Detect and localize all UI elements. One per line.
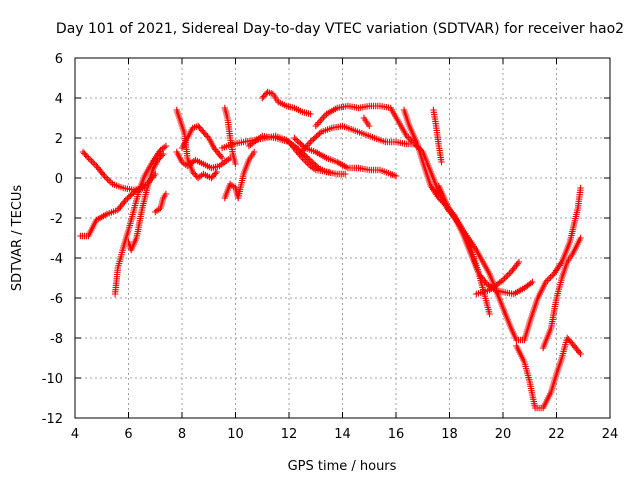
series-markers — [539, 234, 584, 352]
series-markers — [221, 104, 239, 168]
series-markers — [259, 88, 314, 118]
x-tick-label: 14 — [334, 427, 351, 442]
series-markers — [296, 122, 421, 158]
series-markers — [111, 142, 170, 298]
series-arc-21 — [473, 258, 523, 298]
y-tick-label: -8 — [50, 332, 63, 347]
series-arc-20 — [435, 182, 584, 344]
series-markers — [430, 106, 445, 166]
series-arc-3 — [111, 142, 170, 298]
x-tick-label: 24 — [602, 427, 619, 442]
x-tick-label: 16 — [388, 427, 405, 442]
data-points — [77, 88, 584, 412]
series-markers — [513, 334, 584, 412]
series-arc-2 — [77, 170, 159, 240]
series-arc-22 — [513, 334, 584, 412]
series-arc-7 — [173, 148, 234, 172]
y-tick-label: -2 — [50, 212, 63, 227]
series-arc-4 — [125, 150, 167, 254]
series-markers — [221, 148, 258, 202]
series-markers — [360, 114, 373, 130]
x-axis-label: GPS time / hours — [288, 459, 397, 474]
series-markers — [291, 134, 400, 180]
series-arc-15 — [296, 122, 421, 158]
y-tick-label: -12 — [42, 412, 63, 427]
x-tick-label: 4 — [71, 427, 79, 442]
series-markers — [245, 132, 333, 176]
series-arc-8 — [178, 122, 226, 162]
series-markers — [435, 182, 584, 344]
y-tick-label: -10 — [42, 372, 63, 387]
series-markers — [173, 148, 234, 172]
series-arc-12 — [259, 88, 314, 118]
series-arc-9 — [221, 104, 239, 168]
y-tick-label: 2 — [55, 132, 63, 147]
y-tick-label: 6 — [55, 52, 63, 67]
y-tick-label: 0 — [55, 172, 63, 187]
y-axis-label: SDTVAR / TECUs — [10, 185, 25, 292]
x-tick-label: 8 — [178, 427, 186, 442]
series-arc-17 — [360, 114, 373, 130]
series-markers — [152, 190, 170, 216]
series-arc-16 — [312, 102, 536, 298]
chart-title: Day 101 of 2021, Sidereal Day-to-day VTE… — [56, 21, 624, 37]
x-tick-label: 6 — [124, 427, 132, 442]
series-arc-13 — [245, 132, 333, 176]
x-tick-label: 22 — [548, 427, 565, 442]
series-arc-19 — [430, 106, 445, 166]
series-markers — [125, 150, 167, 254]
x-tick-label: 12 — [281, 427, 298, 442]
series-markers — [178, 122, 226, 162]
x-tick-label: 20 — [495, 427, 512, 442]
series-markers — [473, 258, 523, 298]
y-tick-label: -4 — [50, 252, 63, 267]
series-arc-5 — [152, 190, 170, 216]
series-arc-10 — [221, 148, 258, 202]
y-tick-label: 4 — [55, 92, 63, 107]
grid — [75, 58, 610, 418]
y-tick-label: -6 — [50, 292, 63, 307]
series-arc-23 — [539, 234, 584, 352]
series-markers — [312, 102, 536, 298]
series-markers — [77, 170, 159, 240]
x-tick-label: 10 — [227, 427, 244, 442]
series-arc-14 — [291, 134, 400, 180]
x-tick-label: 18 — [441, 427, 458, 442]
